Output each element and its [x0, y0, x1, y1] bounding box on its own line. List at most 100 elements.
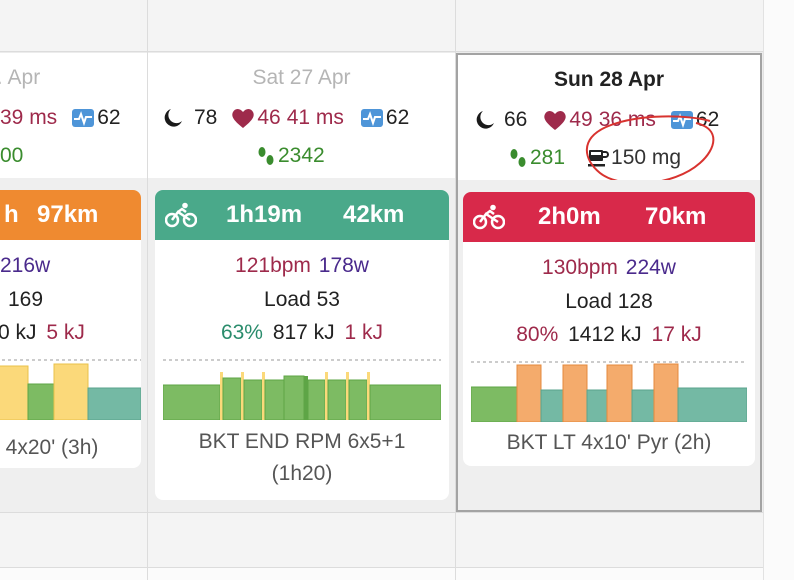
workout-load: Load 53 — [264, 288, 340, 311]
zone-bar — [264, 379, 285, 420]
zone-bar — [262, 372, 265, 420]
day-column-sun[interactable]: Sun 28 Apr 66 49 36 ms 62 281 150 — [456, 53, 762, 512]
workout-distance: 97km — [37, 201, 99, 228]
resting-value: 62 — [385, 106, 410, 129]
hrv-icon — [71, 108, 95, 128]
zone-bar — [369, 384, 441, 420]
sleep-value: 66 — [504, 108, 528, 131]
workout-watts: 224w — [625, 256, 676, 279]
sleep-value: 78 — [194, 106, 218, 129]
workout-energy-secondary: 5 kJ — [46, 321, 85, 344]
zone-bar — [243, 379, 263, 420]
hr-value: 49 — [569, 108, 593, 131]
workout-percent: 80% — [516, 323, 559, 346]
day-date: . Apr — [0, 66, 41, 89]
workout-header: 2h0m 70km — [463, 192, 755, 242]
day-date: Sat 27 Apr — [252, 66, 351, 89]
day-header: Sat 27 Apr 78 46 41 ms 62 2342 — [148, 53, 455, 178]
heart-icon — [231, 107, 255, 129]
coffee-cup-icon — [587, 147, 610, 169]
zone-bar — [346, 372, 349, 420]
resting-value: 62 — [97, 106, 121, 129]
caffeine-value: 150 mg — [611, 146, 682, 169]
workout-title: . 4x20' (3h) — [5, 436, 99, 459]
zone-bar — [304, 376, 308, 420]
zone-bar — [653, 363, 679, 422]
right-scroll-area[interactable] — [763, 0, 794, 580]
bike-icon — [164, 202, 198, 235]
workout-header: 1h19m 42km — [155, 190, 449, 240]
zone-bar — [471, 386, 518, 422]
hrv-value: 39 ms — [0, 106, 58, 129]
workout-percent: 63% — [220, 321, 263, 344]
workout-title: BKT LT 4x10' Pyr (2h) — [506, 431, 712, 454]
zone-bar — [283, 375, 305, 420]
zone-bar — [631, 389, 655, 422]
zone-bar — [516, 364, 542, 422]
zone-bar — [562, 364, 588, 422]
workout-zone-chart — [163, 358, 441, 420]
hrv-icon — [360, 108, 384, 128]
zone-bar — [327, 379, 347, 420]
workout-header: h 97km — [0, 190, 141, 240]
zone-bar — [222, 377, 242, 420]
workout-duration: 2h0m — [538, 203, 601, 230]
column-divider — [147, 0, 148, 580]
day-header: Sun 28 Apr 66 49 36 ms 62 281 150 — [458, 55, 760, 180]
workout-energy: 0 kJ — [0, 321, 37, 344]
zone-bar — [606, 364, 633, 422]
day-column-fri[interactable]: . Apr 39 ms 62 00 h 97km 216w 169 0 kJ 5… — [0, 53, 147, 512]
column-divider — [455, 0, 456, 580]
zone-bar — [241, 372, 244, 420]
footsteps-icon — [256, 145, 276, 167]
zone-bar — [540, 389, 564, 422]
zone-bar — [53, 363, 89, 420]
workout-load: 169 — [8, 288, 44, 311]
workout-energy: 817 kJ — [272, 321, 335, 344]
workout-watts: 216w — [0, 254, 51, 277]
day-header: . Apr 39 ms 62 00 — [0, 53, 147, 178]
day-date: Sun 28 Apr — [553, 68, 665, 91]
zone-bar — [27, 383, 55, 420]
zone-bar — [87, 387, 141, 420]
workout-distance: 42km — [343, 201, 405, 228]
zone-bar — [0, 365, 29, 420]
workout-zone-chart — [471, 360, 747, 422]
workout-energy-secondary: 17 kJ — [651, 323, 702, 346]
workout-zone-chart — [0, 358, 141, 420]
moon-icon — [474, 109, 496, 131]
moon-icon — [162, 107, 184, 129]
workout-card[interactable]: 2h0m 70km 130bpm 224w Load 128 80% 1412 … — [463, 192, 755, 466]
zone-bar — [307, 379, 326, 420]
workout-watts: 178w — [318, 254, 369, 277]
workout-duration: 1h19m — [226, 201, 303, 228]
steps-value: 281 — [530, 146, 566, 169]
workout-bpm: 130bpm — [542, 256, 618, 279]
zone-bar — [586, 389, 608, 422]
steps-value: 2342 — [278, 144, 325, 167]
steps-value: 00 — [0, 144, 24, 167]
zone-bar — [325, 372, 328, 420]
hrv-value: 41 ms — [286, 106, 344, 129]
hr-value: 46 — [257, 106, 281, 129]
zone-bar — [677, 387, 747, 422]
workout-energy-secondary: 1 kJ — [344, 321, 384, 344]
workout-duration: h — [4, 201, 19, 228]
workout-title: BKT END RPM 6x5+1 (1h20) — [198, 430, 406, 485]
workout-card[interactable]: h 97km 216w 169 0 kJ 5 kJ . 4x20' (3h) — [0, 190, 141, 468]
zone-bar — [367, 372, 370, 420]
workout-bpm: 121bpm — [235, 254, 311, 277]
workout-card[interactable]: 1h19m 42km 121bpm 178w Load 53 63% 817 k… — [155, 190, 449, 500]
top-strip — [0, 0, 763, 52]
next-week-row — [0, 512, 763, 580]
day-column-sat[interactable]: Sat 27 Apr 78 46 41 ms 62 2342 — [148, 53, 455, 512]
workout-load: Load 128 — [565, 290, 653, 313]
bike-icon — [472, 204, 506, 237]
workout-energy: 1412 kJ — [568, 323, 642, 346]
zone-bar — [220, 372, 223, 420]
footsteps-icon — [508, 147, 528, 169]
heart-icon — [543, 109, 567, 131]
zone-bar — [348, 379, 368, 420]
workout-distance: 70km — [645, 203, 707, 230]
annotation-circle — [585, 115, 715, 180]
